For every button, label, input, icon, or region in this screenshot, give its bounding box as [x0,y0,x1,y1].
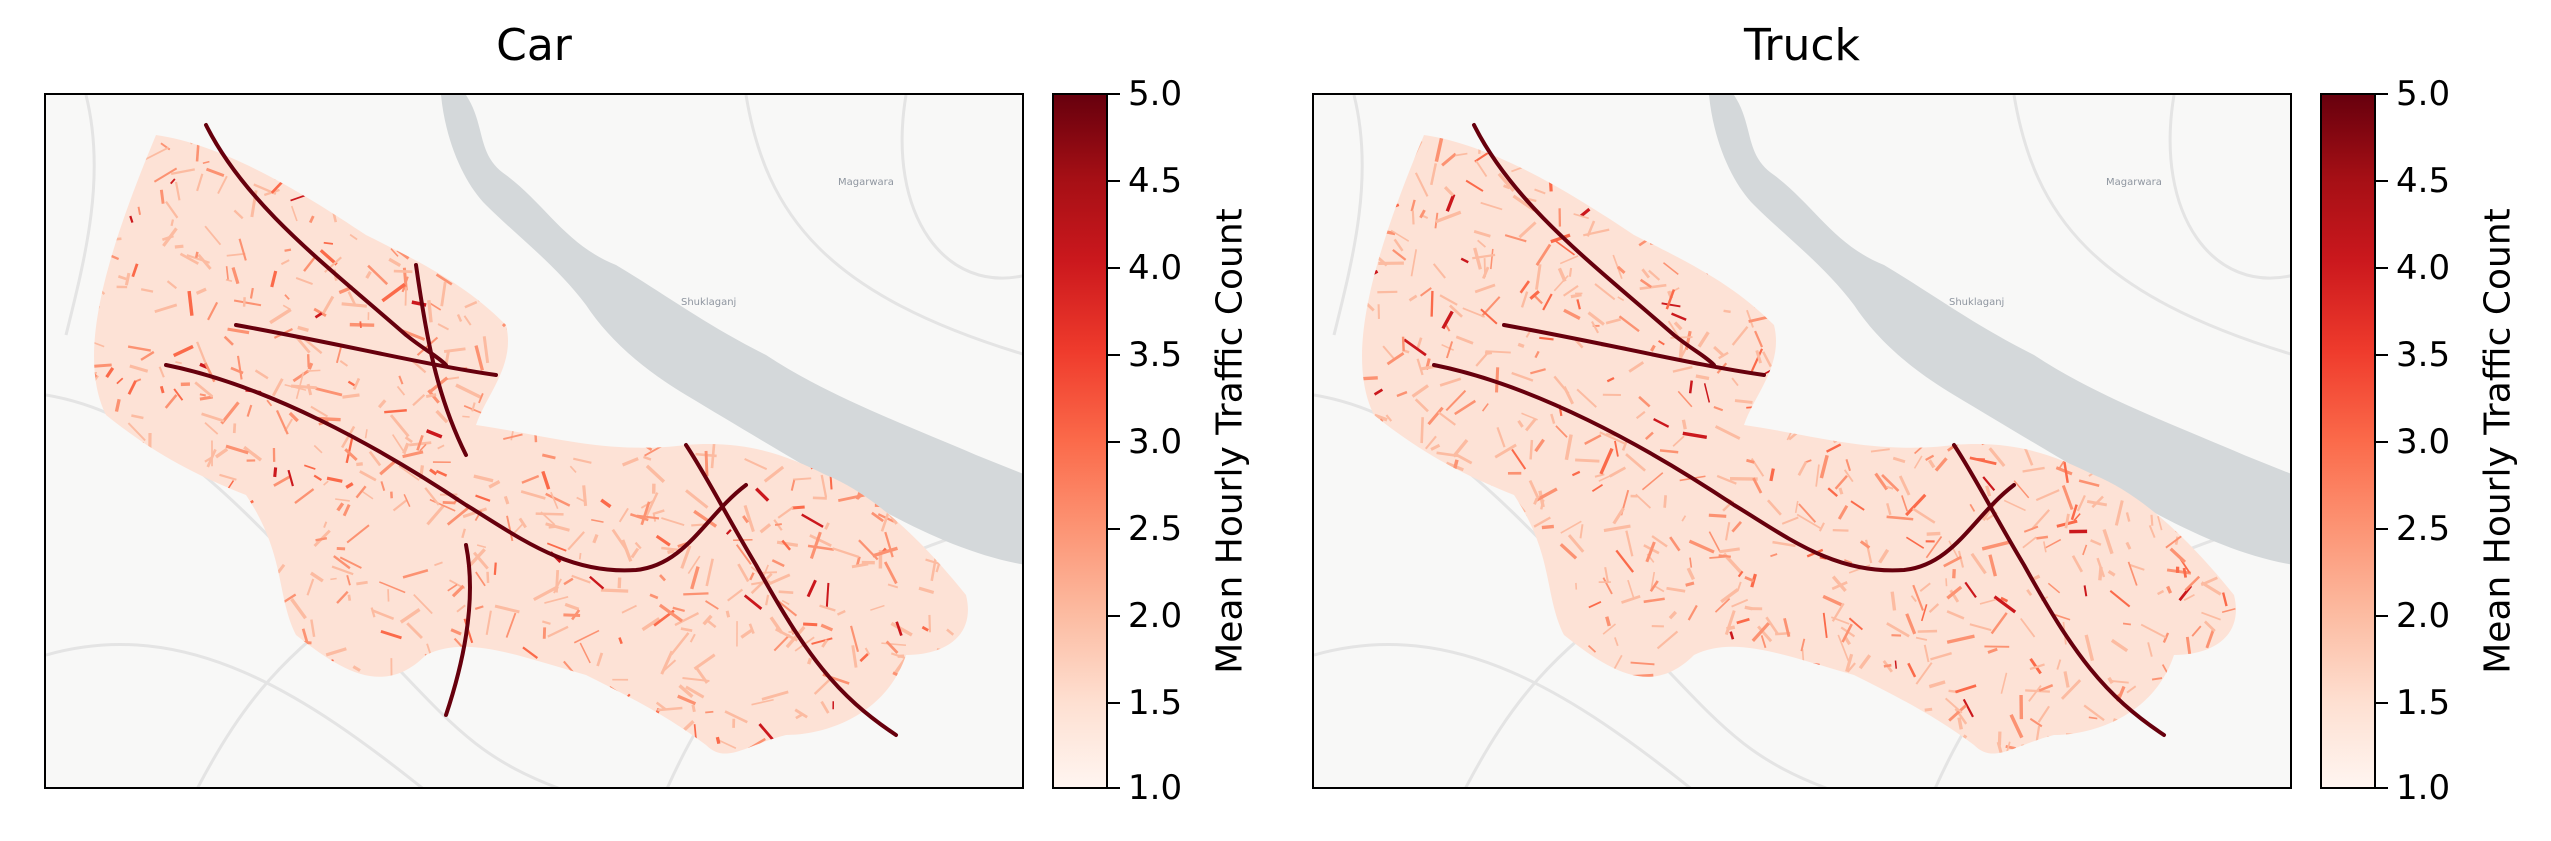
colorbar [1052,93,1108,789]
colorbar-label: Mean Hourly Traffic Count [1209,208,1251,674]
car-panel: Car Magarwara Shuklaganj [0,0,1275,841]
river [441,95,1022,565]
colorbar-tick [2376,267,2388,269]
colorbar-tick [1108,615,1120,617]
colorbar-tick [2376,615,2388,617]
colorbar-tick-label: 4.0 [1128,248,1183,288]
truck-traffic-map[interactable]: Magarwara Shuklaganj [1312,93,2292,789]
colorbar-tick [2376,354,2388,356]
colorbar [2320,93,2376,789]
place-label: Magarwara [838,177,894,188]
colorbar-tick-label: 1.5 [2396,683,2451,723]
colorbar-tick [2376,702,2388,704]
colorbar-tick-label: 1.5 [1128,683,1183,723]
colorbar-tick [2376,441,2388,443]
colorbar-tick [2376,93,2388,95]
colorbar-tick [1108,93,1120,95]
map-canvas: Magarwara Shuklaganj [46,95,1022,787]
colorbar-tick [1108,702,1120,704]
truck-panel: Truck Magarwara Shuklaganj [1268,0,2543,841]
colorbar-tick [1108,441,1120,443]
map-canvas: Magarwara Shuklaganj [1314,95,2290,787]
colorbar-tick-label: 3.0 [1128,422,1183,462]
colorbar-tick [1108,267,1120,269]
colorbar-tick [2376,180,2388,182]
colorbar-tick [1108,180,1120,182]
colorbar-tick [1108,528,1120,530]
colorbar-tick-label: 3.5 [1128,335,1183,375]
river [1709,95,2290,565]
colorbar-tick-label: 5.0 [2396,74,2451,114]
place-label: Shuklaganj [1949,297,2004,308]
colorbar-tick [2376,528,2388,530]
colorbar-tick-label: 4.5 [1128,161,1183,201]
colorbar-tick-label: 1.0 [2396,768,2451,808]
colorbar-tick-label: 4.5 [2396,161,2451,201]
colorbar-tick-label: 2.0 [2396,596,2451,636]
colorbar-tick-label: 3.0 [2396,422,2451,462]
colorbar-tick-label: 5.0 [1128,74,1183,114]
colorbar-tick-label: 1.0 [1128,768,1183,808]
colorbar-tick-label: 3.5 [2396,335,2451,375]
colorbar-tick-label: 4.0 [2396,248,2451,288]
place-label: Shuklaganj [681,297,736,308]
car-traffic-map[interactable]: Magarwara Shuklaganj [44,93,1024,789]
colorbar-tick [1108,787,1120,789]
colorbar-tick-label: 2.5 [1128,509,1183,549]
place-label: Magarwara [2106,177,2162,188]
colorbar-tick [2376,787,2388,789]
colorbar-label: Mean Hourly Traffic Count [2477,208,2519,674]
colorbar-tick [1108,354,1120,356]
colorbar-tick-label: 2.0 [1128,596,1183,636]
panel-title: Truck [1743,20,1861,71]
panel-title: Car [496,20,572,71]
colorbar-tick-label: 2.5 [2396,509,2451,549]
